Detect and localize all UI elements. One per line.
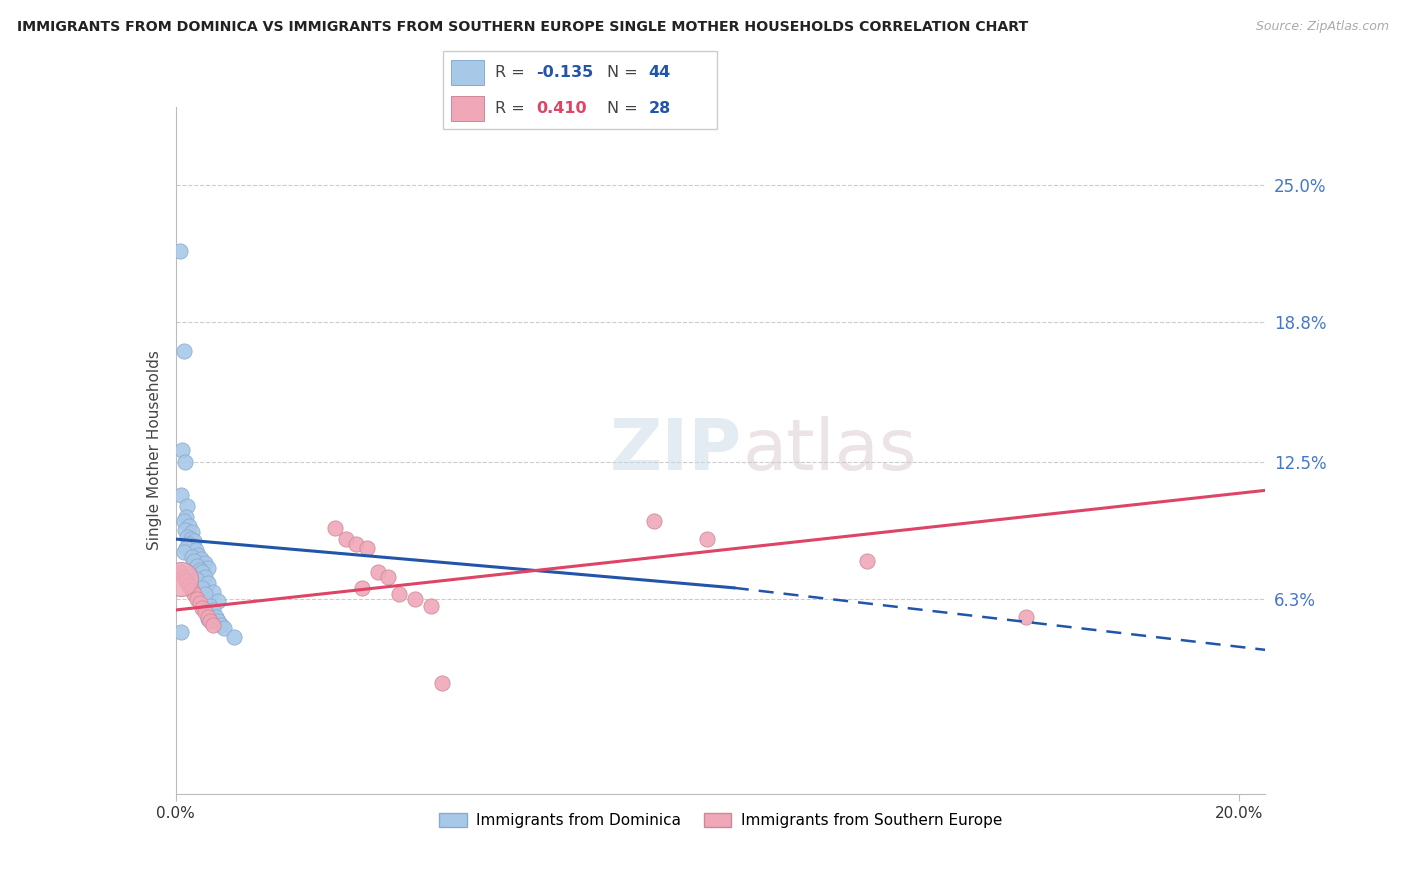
Point xyxy=(377,570,399,584)
Legend: Immigrants from Dominica, Immigrants from Southern Europe: Immigrants from Dominica, Immigrants fro… xyxy=(433,807,1008,834)
Point xyxy=(173,514,195,528)
Point xyxy=(191,581,214,595)
Point xyxy=(170,625,193,640)
Point xyxy=(207,614,229,628)
Point xyxy=(188,563,211,577)
Point xyxy=(346,536,368,550)
Point xyxy=(177,518,200,533)
Point xyxy=(197,561,219,575)
Point xyxy=(194,570,217,584)
Point xyxy=(169,244,191,258)
Text: 28: 28 xyxy=(648,102,671,117)
Point xyxy=(696,532,718,546)
Point xyxy=(181,539,204,553)
Text: atlas: atlas xyxy=(742,416,917,485)
Point xyxy=(170,566,193,580)
Point xyxy=(176,541,198,555)
Point xyxy=(643,514,665,528)
Point xyxy=(201,585,224,599)
Text: N =: N = xyxy=(607,102,638,117)
Text: -0.135: -0.135 xyxy=(536,65,593,80)
Point xyxy=(183,534,205,549)
Text: Source: ZipAtlas.com: Source: ZipAtlas.com xyxy=(1256,20,1389,33)
Point xyxy=(194,605,217,619)
Point xyxy=(183,587,205,601)
Point xyxy=(191,566,214,580)
Point xyxy=(191,600,214,615)
Point xyxy=(200,599,222,613)
Point xyxy=(190,552,212,566)
Point xyxy=(207,594,229,608)
Text: R =: R = xyxy=(495,65,524,80)
Text: N =: N = xyxy=(607,65,638,80)
Point xyxy=(197,612,219,626)
Text: R =: R = xyxy=(495,102,524,117)
Point xyxy=(183,554,205,568)
Point xyxy=(180,582,202,597)
Point xyxy=(184,572,207,586)
Point xyxy=(172,443,194,458)
Text: ZIP: ZIP xyxy=(610,416,742,485)
FancyBboxPatch shape xyxy=(443,51,717,129)
Point xyxy=(194,557,217,571)
Point xyxy=(186,558,208,573)
Point xyxy=(180,525,202,540)
Point xyxy=(197,576,219,591)
Point xyxy=(404,591,426,606)
Point xyxy=(335,532,357,546)
Point xyxy=(204,609,226,624)
Point xyxy=(186,591,208,606)
Point xyxy=(419,599,441,613)
Point xyxy=(224,630,246,644)
Point xyxy=(188,596,211,610)
Point xyxy=(173,570,195,584)
Point xyxy=(1015,609,1038,624)
Point xyxy=(170,488,193,502)
Point xyxy=(170,572,193,586)
Point xyxy=(174,454,197,468)
Point xyxy=(176,499,198,513)
Point xyxy=(176,574,198,589)
Point xyxy=(350,581,373,595)
Point xyxy=(173,545,195,559)
Point xyxy=(180,532,202,546)
Point xyxy=(356,541,378,555)
FancyBboxPatch shape xyxy=(451,61,484,86)
Point xyxy=(176,510,198,524)
Point xyxy=(367,566,389,580)
Text: 44: 44 xyxy=(648,65,671,80)
Point xyxy=(176,530,198,544)
Point xyxy=(201,618,224,632)
Point xyxy=(180,549,202,564)
Point xyxy=(174,523,197,537)
Text: IMMIGRANTS FROM DOMINICA VS IMMIGRANTS FROM SOUTHERN EUROPE SINGLE MOTHER HOUSEH: IMMIGRANTS FROM DOMINICA VS IMMIGRANTS F… xyxy=(17,20,1028,34)
Point xyxy=(430,676,453,690)
Y-axis label: Single Mother Households: Single Mother Households xyxy=(146,351,162,550)
FancyBboxPatch shape xyxy=(451,96,484,121)
Point xyxy=(388,587,411,601)
Point xyxy=(855,554,877,568)
Text: 0.410: 0.410 xyxy=(536,102,586,117)
Point xyxy=(197,609,219,624)
Point xyxy=(212,621,235,635)
Point xyxy=(200,614,222,628)
Point xyxy=(209,618,232,632)
Point xyxy=(187,548,209,562)
Point xyxy=(201,603,224,617)
Point xyxy=(177,536,200,550)
Point xyxy=(323,521,346,535)
Point xyxy=(173,343,195,358)
Point xyxy=(184,543,207,558)
Point xyxy=(177,579,200,593)
Point xyxy=(194,587,217,601)
